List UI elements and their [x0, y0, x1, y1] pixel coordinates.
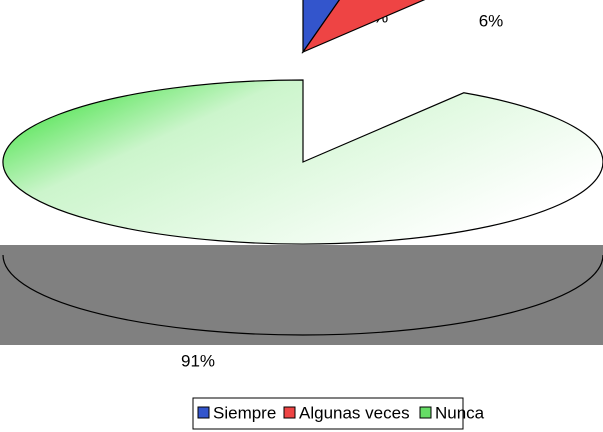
legend-box [192, 397, 464, 430]
pie-slice [2, 79, 603, 245]
legend-label: Siempre [213, 403, 276, 422]
legend-swatch [197, 406, 210, 419]
pie-side-edge [2, 254, 603, 336]
legend-label: Nunca [435, 403, 485, 422]
legend-swatch [419, 406, 432, 419]
data-label: 6% [479, 11, 504, 30]
legend-label: Algunas veces [299, 403, 410, 422]
pie-slice [301, 0, 426, 54]
data-label: 91% [181, 351, 215, 370]
legend-swatch [283, 406, 296, 419]
pie-side [0, 245, 603, 345]
